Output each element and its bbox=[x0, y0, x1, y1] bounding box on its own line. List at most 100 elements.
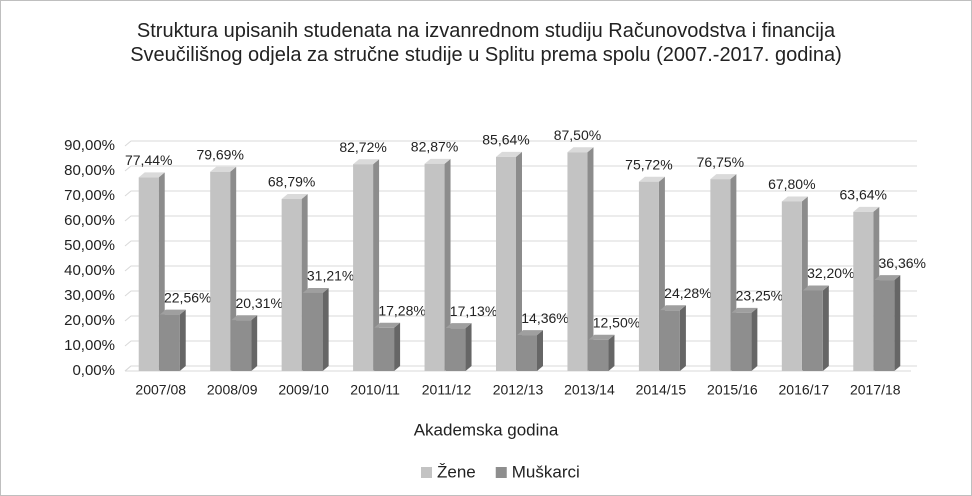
bar-front bbox=[874, 280, 895, 371]
y-tick-label: 20,00% bbox=[64, 312, 115, 329]
data-label: 12,50% bbox=[593, 314, 640, 330]
bar-side bbox=[322, 287, 329, 371]
bar-front bbox=[802, 290, 823, 371]
bar-front bbox=[302, 292, 323, 371]
bar-front bbox=[374, 327, 395, 371]
data-label: 31,21% bbox=[307, 268, 354, 284]
bar-side bbox=[394, 322, 401, 371]
bar-top bbox=[781, 196, 808, 202]
data-label: 22,56% bbox=[164, 289, 211, 305]
y-tick-label: 10,00% bbox=[64, 337, 115, 354]
x-tick-label: 2011/12 bbox=[422, 382, 472, 398]
bar bbox=[302, 287, 329, 371]
bar-top bbox=[853, 206, 880, 212]
bar-front bbox=[281, 199, 302, 371]
grid-line bbox=[124, 165, 917, 172]
bar bbox=[874, 275, 901, 371]
bar-top bbox=[638, 176, 665, 182]
bar-top bbox=[731, 307, 758, 313]
x-tick-label: 2013/14 bbox=[564, 382, 615, 398]
data-label: 24,28% bbox=[664, 285, 711, 301]
data-label: 14,36% bbox=[521, 310, 568, 326]
data-label: 17,13% bbox=[450, 303, 497, 319]
data-label: 82,87% bbox=[411, 139, 458, 155]
bar-top bbox=[659, 305, 686, 311]
bar-side bbox=[465, 323, 472, 371]
data-label: 77,44% bbox=[125, 152, 172, 168]
data-label: 85,64% bbox=[482, 132, 529, 148]
chart-title: Struktura upisanih studenata na izvanred… bbox=[130, 20, 842, 66]
grid-line bbox=[124, 140, 917, 147]
legend-label: Žene bbox=[437, 462, 476, 481]
bar-side bbox=[179, 309, 186, 371]
bar-top bbox=[353, 159, 380, 165]
bar-top bbox=[567, 147, 594, 153]
data-label: 75,72% bbox=[625, 156, 672, 172]
x-tick-label: 2007/08 bbox=[135, 382, 186, 398]
data-label: 17,28% bbox=[378, 303, 425, 319]
bar-side bbox=[373, 159, 380, 371]
legend-label: Muškarci bbox=[512, 462, 580, 481]
x-tick-label: 2015/16 bbox=[707, 382, 758, 398]
data-label: 79,69% bbox=[196, 146, 243, 162]
bar-top bbox=[210, 166, 237, 172]
bar bbox=[802, 285, 829, 371]
bar-top bbox=[445, 323, 472, 329]
data-label: 68,79% bbox=[268, 174, 315, 190]
y-tick-label: 60,00% bbox=[64, 212, 115, 229]
bar-side bbox=[444, 158, 451, 371]
y-tick-label: 40,00% bbox=[64, 262, 115, 279]
bar bbox=[353, 159, 380, 371]
bar-top bbox=[138, 172, 165, 178]
data-label: 20,31% bbox=[235, 295, 282, 311]
bar-front bbox=[731, 312, 752, 371]
bar-front bbox=[445, 328, 466, 371]
data-label: 82,72% bbox=[339, 139, 386, 155]
y-tick-label: 50,00% bbox=[64, 237, 115, 254]
x-tick-label: 2014/15 bbox=[636, 382, 687, 398]
bar-front bbox=[567, 152, 588, 371]
bar-side bbox=[516, 151, 522, 371]
bar-side bbox=[822, 285, 829, 371]
bar-top bbox=[424, 158, 451, 164]
bar bbox=[517, 330, 543, 371]
bar-front bbox=[159, 314, 180, 371]
bar-side bbox=[679, 305, 686, 371]
bar-front bbox=[496, 156, 516, 371]
bar bbox=[496, 151, 522, 371]
bar-top bbox=[588, 334, 615, 340]
legend-swatch bbox=[495, 467, 507, 478]
data-label: 32,20% bbox=[807, 265, 854, 281]
bar bbox=[231, 315, 258, 371]
bar-front bbox=[517, 335, 537, 371]
data-label: 36,36% bbox=[879, 255, 926, 271]
bar bbox=[659, 305, 686, 371]
data-label: 63,64% bbox=[840, 187, 887, 203]
bar-front bbox=[231, 320, 252, 371]
bar-top bbox=[374, 322, 401, 328]
y-tick-label: 70,00% bbox=[64, 187, 115, 204]
bar-front bbox=[853, 211, 874, 371]
legend-swatch bbox=[421, 467, 432, 478]
bar-front bbox=[210, 171, 231, 371]
data-label: 23,25% bbox=[736, 288, 783, 304]
bar-front bbox=[659, 310, 680, 371]
x-tick-label: 2016/17 bbox=[779, 382, 830, 398]
bar bbox=[731, 307, 758, 371]
bar-top bbox=[302, 287, 329, 293]
data-label: 76,75% bbox=[697, 154, 744, 170]
bar-front bbox=[638, 181, 659, 371]
x-tick-label: 2008/09 bbox=[207, 382, 258, 398]
bar bbox=[445, 323, 472, 371]
bar bbox=[159, 309, 186, 371]
x-axis-label: Akademska godina bbox=[414, 420, 559, 439]
y-tick-label: 0,00% bbox=[72, 362, 115, 379]
bar-side bbox=[608, 334, 615, 371]
bar-top bbox=[159, 309, 186, 315]
bar-side bbox=[894, 275, 901, 371]
x-tick-label: 2010/11 bbox=[350, 382, 400, 398]
y-tick-label: 80,00% bbox=[64, 162, 115, 179]
x-tick-label: 2017/18 bbox=[850, 382, 901, 398]
